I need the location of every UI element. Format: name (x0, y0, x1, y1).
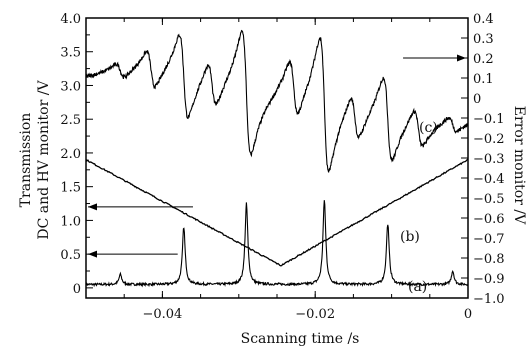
x-tick-label: −0.02 (295, 307, 335, 322)
y-axis-label-left-line2: DC and HV monitor /V (36, 80, 52, 240)
plot-frame (85, 17, 469, 299)
ticks: −0.04 −0.02 0 0 0.5 1.0 1.5 2.0 2.5 3.0 3.5 4.0 0.4 0… (60, 12, 504, 322)
x-tick-label: 0 (464, 307, 472, 322)
y-right-tick-label: 0.2 (473, 52, 494, 67)
y-right-tick-label: −0.7 (473, 232, 505, 247)
y-right-tick-label: −0.2 (473, 132, 505, 147)
arrows (88, 54, 466, 258)
y-right-tick-label: 0 (473, 92, 481, 107)
y-right-tick-label: 0.3 (473, 32, 494, 47)
y-left-tick-label: 1.0 (60, 214, 81, 229)
y-right-tick-label: −0.9 (473, 272, 505, 287)
arrow-a-head (88, 250, 97, 258)
x-axis-label: Scanning time /s (241, 331, 360, 346)
y-left-tick-label: 0.5 (60, 248, 81, 263)
y-right-tick-label: 0.4 (473, 12, 494, 27)
y-axis-label-left-line1: Transmission (18, 113, 34, 208)
series-b-line (85, 158, 469, 267)
y-right-tick-label: −0.1 (473, 112, 505, 127)
y-left-tick-label: 1.5 (60, 181, 81, 196)
y-left-tick-label: 3.0 (60, 79, 81, 94)
y-left-tick-label: 0 (73, 282, 81, 297)
series-label-c: (c) (419, 120, 438, 136)
arrow-c-head (457, 54, 466, 62)
y-left-tick-label: 3.5 (60, 46, 81, 61)
series-label-b: (b) (400, 229, 420, 245)
series-label-a: (a) (408, 279, 427, 295)
y-right-tick-label: −0.8 (473, 252, 505, 267)
arrow-b-head (88, 203, 97, 211)
y-right-tick-label: −0.5 (473, 192, 505, 207)
y-right-tick-label: −0.3 (473, 152, 505, 167)
y-right-tick-label: −0.6 (473, 212, 505, 227)
y-left-tick-label: 2.5 (60, 113, 81, 128)
x-tick-label: −0.04 (142, 307, 182, 322)
series-c-line (85, 29, 469, 173)
series (85, 29, 469, 288)
y-left-tick-label: 2.0 (60, 147, 81, 162)
y-right-tick-label: 0.1 (473, 72, 494, 87)
y-left-tick-label: 4.0 (60, 12, 81, 27)
y-right-tick-label: −0.4 (473, 172, 505, 187)
series-a-line (85, 200, 469, 288)
y-right-tick-label: −1.0 (473, 292, 505, 307)
y-axis-label-right: Error monitor /V (511, 106, 527, 225)
